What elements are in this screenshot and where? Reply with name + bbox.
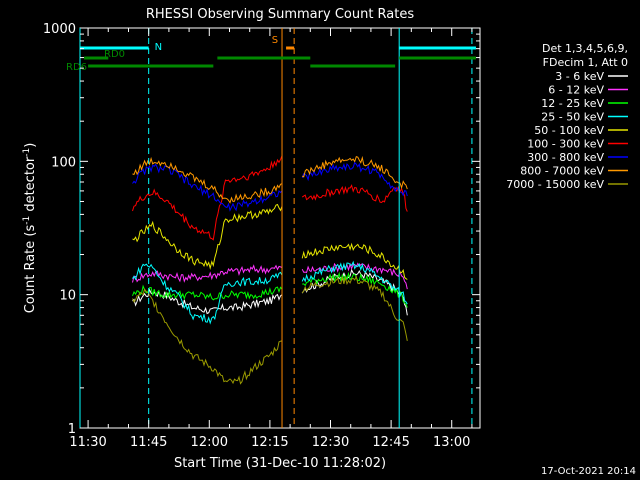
attenuator-bar-layer: RD0 RD6 S N [66,35,476,73]
y-axis-label-mid: detector [23,156,38,216]
series-line [132,263,283,325]
state-bar-label: RD0 [104,49,125,60]
series-layer [132,155,408,385]
legend-label: 6 - 12 keV [548,84,604,97]
series-line [132,156,283,204]
y-tick-label: 10 [59,289,76,304]
series-line [301,155,408,190]
state-bar-label: RD6 [66,62,87,73]
legend-header-line-2: FDecim 1, Att 0 [543,56,628,69]
y-axis-label: Count Rate (s-1 detector-1) [22,143,38,314]
legend-label: 3 - 6 keV [555,70,604,83]
series-line [301,260,408,305]
y-tick-label: 1 [68,422,76,437]
y-tick-label: 100 [51,155,76,170]
series-line [301,242,408,280]
x-tick-label: 12:00 [191,435,228,450]
y-axis: 1 10 100 1000 [43,22,480,437]
series-line [132,288,283,385]
legend-label: 50 - 100 keV [534,124,604,137]
x-tick-label: 12:45 [372,435,409,450]
legend-label: 12 - 25 keV [541,97,604,110]
legend-label: 300 - 800 keV [527,151,604,164]
legend-label: 800 - 7000 keV [520,165,604,178]
footer-timestamp: 17-Oct-2021 20:14 [541,466,636,477]
y-tick-label: 1000 [43,22,76,37]
series-line [132,264,283,283]
state-bar-label: S [272,35,278,46]
series-line [132,155,283,241]
legend-label: 7000 - 15000 keV [506,178,604,191]
x-axis: 11:30 11:45 12:00 12:15 12:30 12:45 13:00 [69,28,473,450]
y-axis-label-pre: Count Rate (s [23,225,38,314]
series-line [302,271,408,308]
legend: Det 1,3,4,5,6,9, FDecim 1, Att 0 3 - 6 k… [506,42,628,191]
legend-label: 100 - 300 keV [527,138,604,151]
series-line [301,184,408,212]
series-line [132,287,283,315]
series-line [132,284,283,301]
y-axis-label-sup1: -1 [22,216,32,225]
chart-title: RHESSI Observing Summary Count Rates [146,7,415,22]
series-line [132,163,283,212]
series-line [301,275,408,341]
x-tick-label: 11:45 [130,435,167,450]
x-tick-label: 11:30 [69,435,106,450]
y-axis-label-sup2: -1 [22,148,32,157]
state-bar-label: N [155,42,162,53]
legend-label: 25 - 50 keV [541,111,604,124]
x-axis-label: Start Time (31-Dec-10 11:28:02) [174,456,386,471]
series-line [132,203,283,270]
series-line [301,262,408,290]
marker-layer [79,28,473,428]
x-tick-label: 13:00 [433,435,470,450]
series-line [301,161,408,197]
y-axis-label-post: ) [23,143,38,148]
legend-header-line-1: Det 1,3,4,5,6,9, [542,42,628,55]
x-tick-label: 12:15 [251,435,288,450]
x-tick-label: 12:30 [312,435,349,450]
